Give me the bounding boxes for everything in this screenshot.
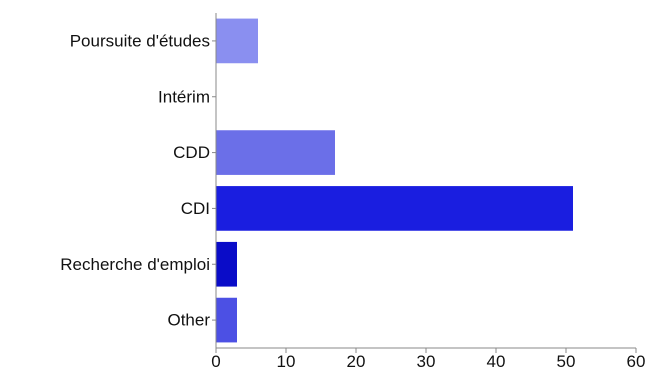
bar: [216, 297, 237, 343]
bar: [216, 241, 237, 287]
x-tick-label: 50: [557, 352, 576, 371]
category-ticks: [212, 40, 216, 321]
x-tick-label: 20: [347, 352, 366, 371]
x-tick-label: 10: [277, 352, 296, 371]
x-tick-label: 30: [417, 352, 436, 371]
bars-group: [216, 18, 573, 343]
category-label: Poursuite d'études: [70, 31, 210, 50]
x-tick-label: 40: [487, 352, 506, 371]
category-label: Intérim: [158, 87, 210, 106]
x-ticks: [215, 348, 637, 353]
x-tick-label: 60: [627, 352, 646, 371]
bar: [216, 130, 335, 175]
category-label: CDI: [181, 199, 210, 218]
category-label: Other: [167, 311, 210, 330]
category-label: Recherche d'emploi: [60, 255, 210, 274]
x-tick-label: 0: [211, 352, 220, 371]
bar: [216, 186, 573, 231]
category-labels: Poursuite d'études Intérim CDD CDI Recherche…: [60, 31, 210, 329]
bar: [216, 18, 258, 64]
x-tick-labels: 0 10 20 30 40 50 60: [211, 352, 645, 371]
category-label: CDD: [173, 143, 210, 162]
